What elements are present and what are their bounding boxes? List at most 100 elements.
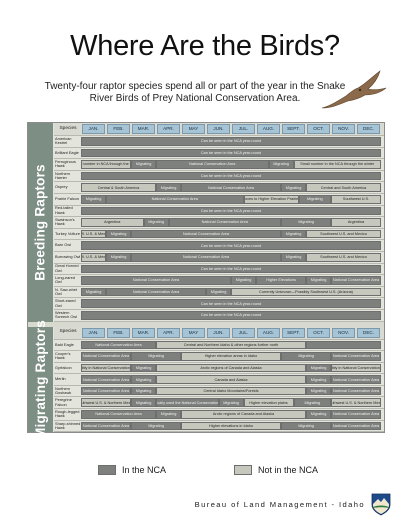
bar-in-nca: Higher Elevations — [256, 276, 306, 285]
bar-in-nca: National Conservation Area — [81, 340, 156, 350]
month-header-12: DEC. — [357, 327, 380, 338]
bar-in-nca: National Conservation Area — [331, 276, 381, 285]
bar-in-nca: National Conservation Area — [131, 229, 281, 239]
table-row: Sharp-shinned Hawk National Conservation … — [54, 421, 384, 433]
table-row: Burrowing OwlS.W. U.S. & MexicoMigrating… — [54, 252, 384, 264]
bar-in-nca: National Conservation Area — [106, 287, 206, 297]
table-row: Peregrine Falcon Southwest U.S. & Norther… — [54, 397, 384, 410]
breeding-raptors-section: Breeding Raptors Species JAN. FEB. MAR. APR.… — [28, 123, 384, 322]
table-row: Osprey Central & South America Migrating Na… — [54, 182, 384, 194]
bar-not-in-nca: Central and South America — [306, 183, 381, 192]
month-header-11: NOV. — [332, 124, 355, 134]
bar-not-in-nca: S.W. U.S. & Mexico — [81, 229, 106, 239]
bar-in-nca: Migrating — [306, 375, 331, 384]
month-header-2: FEB. — [107, 124, 130, 134]
bar-in-nca: Migrating — [81, 194, 106, 204]
bar-in-nca: National Conservation Area — [331, 375, 381, 384]
bar-not-in-nca: Possibly in National Conservation Area — [331, 363, 381, 373]
species-name: Brilliant Eagle — [55, 149, 79, 155]
bar-not-in-nca: Southwest U.S. & Northern Mexico — [331, 398, 381, 408]
table-row: Prairie Falcon Migrating National Conserva… — [54, 194, 384, 206]
bar-in-nca: Migrating — [306, 363, 331, 373]
species-name: Gyrfalcon — [55, 364, 72, 370]
bar-in-nca: National Conservation Area — [106, 194, 244, 204]
species-name: Cooper's Hawk — [55, 351, 71, 361]
bar-not-in-nca: Higher elevation plains — [243, 398, 294, 408]
bar-in-nca: Migrating — [131, 421, 181, 431]
bar-in-nca: Migrating — [281, 183, 306, 192]
table-row: N. Saw-whet Owl Migrating National Conserv… — [54, 287, 384, 299]
month-header-6: JUN. — [207, 327, 230, 338]
bar-in-nca: National Conservation Area — [81, 352, 131, 361]
bar-in-nca: Can be seen in the NCA year-round — [81, 310, 381, 320]
bar-in-nca: National Conservation Area — [81, 276, 231, 285]
bar-not-in-nca: Southwest U.S. and Mexico — [306, 252, 381, 262]
bar-not-in-nca: Possibly in National Conservation Area — [81, 363, 131, 373]
bar-in-nca: Migrating — [131, 160, 156, 169]
bar-in-nca: Migrating — [131, 352, 181, 361]
bar-in-nca: National Conservation Area — [181, 183, 281, 192]
section-label-breeding: Breeding Raptors — [28, 123, 53, 322]
bar-in-nca: Can be seen in the NCA year-round — [81, 299, 381, 308]
bar-not-in-nca: Argentina — [331, 218, 381, 227]
table-row: Red-tailed Hawk Can be seen in the NCA ye… — [54, 206, 384, 218]
species-name: Red-tailed Hawk — [55, 205, 73, 215]
month-header-11: NOV. — [332, 327, 355, 338]
month-header-9: SEPT. — [282, 327, 305, 338]
bar-in-nca: Migrating — [131, 363, 156, 373]
species-name: Long-eared Owl — [55, 275, 75, 285]
month-header-10: OCT. — [307, 124, 330, 134]
species-name: American Kestrel — [55, 136, 72, 146]
species-name: Sharp-shinned Hawk — [55, 420, 81, 430]
table-row: Long-eared Owl National Conservation Area… — [54, 275, 384, 287]
month-header-1: JAN. — [82, 327, 105, 338]
bar-not-in-nca: Arctic regions of Canada and Alaska — [181, 410, 306, 419]
table-row: Rough-legged Hawk National Conservation A… — [54, 409, 384, 421]
bar-not-in-nca: S.W. U.S. & Mexico — [81, 252, 106, 262]
bar-in-nca: Migrating — [81, 287, 106, 297]
flying-hawk-icon — [321, 70, 387, 109]
bar-in-nca: Migrating — [306, 410, 331, 419]
species-name: Barn Owl — [55, 242, 71, 248]
bar-not-in-nca: Currently Unknown—Possibly Southwest U.S… — [231, 287, 381, 297]
species-name: Northern Harrier — [55, 170, 71, 181]
bar-not-in-nca: Southwest U.S. and Mexico — [306, 229, 381, 239]
bar-in-nca: Can be seen in the NCA year-round — [81, 206, 381, 216]
month-header-5: MAY — [182, 124, 205, 134]
month-header-row: Species JAN. FEB. MAR. APR. MAY JUN. JUL. AUG. SE… — [54, 326, 384, 340]
month-header-7: JUL. — [232, 124, 255, 134]
bar-not-in-nca: Central and Northern Idaho & other regio… — [156, 340, 306, 350]
bar-in-nca: Migrating — [268, 160, 294, 169]
month-header-8: AUG. — [257, 327, 280, 338]
species-header: Species — [59, 329, 77, 335]
migrating-raptors-rows: Species JAN. FEB. MAR. APR. MAY JUN. JUL. AUG. SE… — [54, 326, 384, 433]
month-header-10: OCT. — [307, 327, 330, 338]
species-name: Short-eared Owl — [55, 298, 76, 308]
bar-in-nca: National Conservation Area — [331, 410, 381, 419]
bar-in-nca: Migrating — [281, 252, 306, 262]
bar-in-nca: Historically used the National Conservat… — [156, 398, 219, 408]
species-name: Bald Eagle — [55, 341, 74, 347]
bar-not-in-nca: Canada and Alaska — [156, 375, 306, 384]
table-row: Swainson's Hawk Argentina Migrating Nationa… — [54, 217, 384, 229]
table-row: Northern Goshawk National Conservation Ar… — [54, 386, 384, 398]
bar-in-nca: Migrating — [306, 276, 331, 285]
species-name: Merlin — [55, 376, 66, 382]
bar-in-nca — [306, 340, 381, 350]
bar-in-nca: Can be seen in the NCA year-round — [81, 264, 381, 274]
table-row: Cooper's Hawk National Conservation Area M… — [54, 351, 384, 363]
month-header-4: APR. — [157, 124, 180, 134]
bar-in-nca: Migrating — [156, 410, 181, 419]
bar-not-in-nca: Central & South America — [81, 183, 156, 192]
legend-label-not-in-nca: Not in the NCA — [258, 465, 319, 475]
bar-in-nca: Can be seen in the NCA year-round — [81, 148, 381, 158]
bar-in-nca: Migrating — [298, 194, 331, 204]
table-row: Brilliant Eagle Can be seen in the NCA ye… — [54, 148, 384, 160]
bar-in-nca: Migrating — [306, 386, 331, 396]
species-name: Great Horned Owl — [55, 263, 79, 273]
species-name: Prairie Falcon — [55, 196, 80, 202]
bar-in-nca: Migrating — [281, 218, 331, 227]
legend-label-in-nca: In the NCA — [122, 465, 167, 475]
bar-in-nca: National Conservation Area — [168, 218, 281, 227]
bar-in-nca: Can be seen in the NCA year-round — [81, 171, 381, 181]
